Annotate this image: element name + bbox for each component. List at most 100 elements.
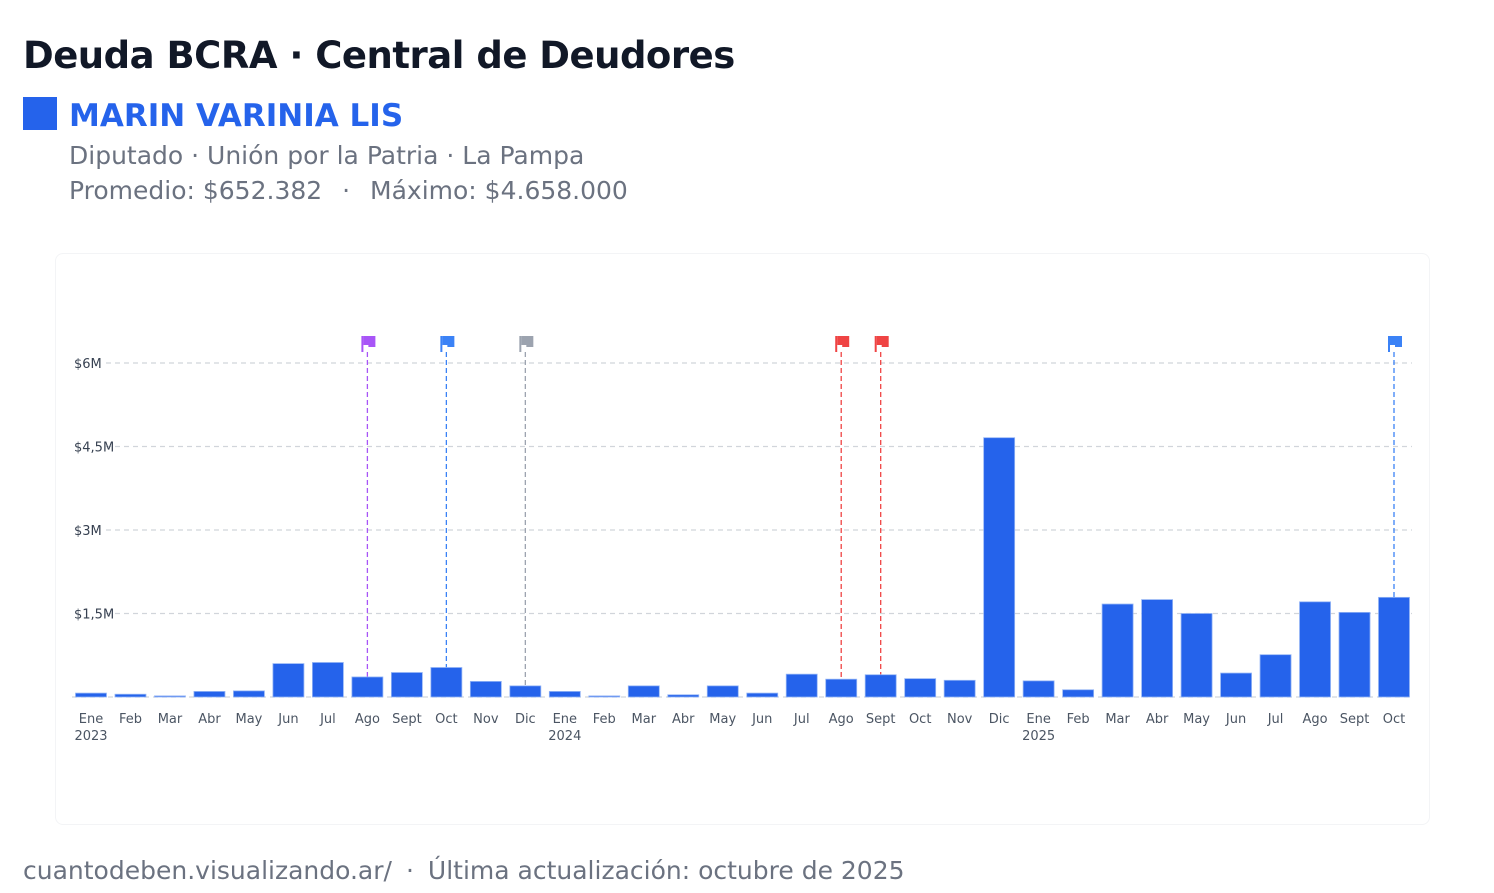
x-tick-year: 2025 bbox=[1022, 729, 1055, 744]
stats-line: Promedio: $652.382 · Máximo: $4.658.000 bbox=[69, 176, 628, 205]
stats-separator: · bbox=[342, 176, 351, 205]
x-tick-label: Oct bbox=[1383, 712, 1405, 727]
x-tick-label: Ago bbox=[1302, 712, 1327, 727]
marker-lines bbox=[366, 352, 1395, 697]
bar[interactable] bbox=[193, 691, 226, 698]
x-tick-label: Mar bbox=[1105, 712, 1130, 727]
x-tick-label: Abr bbox=[198, 712, 221, 727]
flag-icon[interactable] bbox=[519, 336, 534, 352]
bar[interactable] bbox=[351, 676, 384, 698]
role-line: Diputado · Unión por la Patria · La Pamp… bbox=[69, 141, 585, 170]
bar[interactable] bbox=[943, 679, 976, 698]
x-tick-label: Feb bbox=[119, 712, 142, 727]
x-tick-label: Mar bbox=[632, 712, 657, 727]
x-tick-year: 2023 bbox=[74, 729, 107, 744]
x-tick-label: Nov bbox=[473, 712, 499, 727]
bar[interactable] bbox=[627, 685, 660, 698]
bar[interactable] bbox=[548, 691, 581, 698]
bar[interactable] bbox=[75, 692, 107, 698]
x-tick-label: Jun bbox=[751, 712, 772, 727]
bar[interactable] bbox=[1022, 680, 1055, 698]
x-tick-label: Ene bbox=[79, 712, 103, 727]
x-tick-label: Nov bbox=[947, 712, 973, 727]
bar[interactable] bbox=[1180, 613, 1213, 698]
bar[interactable] bbox=[746, 692, 779, 698]
y-tick-label: $3M bbox=[74, 524, 102, 539]
bar[interactable] bbox=[430, 667, 463, 698]
bar[interactable] bbox=[588, 695, 621, 698]
page-title: Deuda BCRA · Central de Deudores bbox=[23, 34, 735, 77]
x-tick-label: Oct bbox=[909, 712, 931, 727]
average-stat: Promedio: $652.382 bbox=[69, 176, 323, 205]
legend-swatch bbox=[23, 97, 57, 130]
x-tick-label: Ene bbox=[553, 712, 577, 727]
bar[interactable] bbox=[272, 663, 305, 698]
x-tick-label: Oct bbox=[435, 712, 457, 727]
bar[interactable] bbox=[785, 673, 818, 698]
x-tick-label: Ago bbox=[355, 712, 380, 727]
x-tick-label: Abr bbox=[1146, 712, 1169, 727]
bars bbox=[75, 437, 1410, 698]
x-tick-label: Dic bbox=[989, 712, 1010, 727]
x-tick-label: Ago bbox=[829, 712, 854, 727]
site-link[interactable]: cuantodeben.visualizando.ar/ bbox=[23, 856, 392, 885]
bar[interactable] bbox=[114, 693, 147, 698]
flag-icon[interactable] bbox=[874, 336, 889, 352]
bar[interactable] bbox=[233, 690, 265, 698]
x-tick-label: Jul bbox=[319, 712, 336, 727]
bar[interactable] bbox=[1299, 601, 1331, 698]
bar[interactable] bbox=[825, 678, 858, 698]
y-tick-label: $6M bbox=[74, 357, 102, 372]
x-tick-label: Jul bbox=[793, 712, 810, 727]
x-tick-label: Feb bbox=[593, 712, 616, 727]
x-tick-label: Sept bbox=[1340, 712, 1370, 727]
x-tick-label: Jul bbox=[1267, 712, 1284, 727]
x-tick-label: Ene bbox=[1026, 712, 1050, 727]
x-tick-year: 2024 bbox=[548, 729, 581, 744]
x-tick-label: Abr bbox=[672, 712, 695, 727]
marker-flags bbox=[361, 336, 1402, 352]
y-axis: $1,5M $3M $4,5M $6M bbox=[74, 357, 114, 623]
bar[interactable] bbox=[1338, 611, 1371, 698]
flag-icon[interactable] bbox=[361, 336, 376, 352]
footer: cuantodeben.visualizando.ar/ · Última actu… bbox=[23, 856, 905, 885]
x-tick-label: Sept bbox=[866, 712, 896, 727]
bar[interactable] bbox=[154, 695, 186, 698]
footer-separator: · bbox=[405, 856, 414, 885]
flag-icon[interactable] bbox=[835, 336, 850, 352]
bar[interactable] bbox=[1378, 596, 1410, 698]
bar[interactable] bbox=[312, 662, 344, 698]
x-tick-label: Feb bbox=[1067, 712, 1090, 727]
x-tick-label: Jun bbox=[277, 712, 298, 727]
x-tick-label: Dic bbox=[515, 712, 536, 727]
bar[interactable] bbox=[1062, 689, 1095, 698]
y-tick-label: $1,5M bbox=[74, 608, 114, 623]
x-tick-label: Sept bbox=[392, 712, 422, 727]
bar[interactable] bbox=[1141, 599, 1173, 698]
bar[interactable] bbox=[864, 674, 897, 698]
x-axis: Ene 2023 Feb Mar Abr May Jun Jul Ago Sept Oct Nov Di… bbox=[74, 712, 1405, 744]
bar[interactable] bbox=[1220, 672, 1252, 698]
bar[interactable] bbox=[983, 437, 1016, 698]
bar[interactable] bbox=[1101, 603, 1134, 698]
flag-icon[interactable] bbox=[1388, 336, 1402, 352]
flag-icon[interactable] bbox=[440, 336, 455, 352]
x-tick-label: Mar bbox=[158, 712, 183, 727]
bar[interactable] bbox=[469, 681, 502, 698]
person-name: MARIN VARINIA LIS bbox=[69, 98, 404, 134]
y-tick-label: $4,5M bbox=[74, 441, 114, 456]
x-tick-label: May bbox=[1183, 712, 1210, 727]
x-tick-label: May bbox=[235, 712, 262, 727]
x-tick-label: Jun bbox=[1225, 712, 1246, 727]
bar[interactable] bbox=[390, 672, 423, 698]
bar[interactable] bbox=[706, 685, 739, 698]
chart-card bbox=[55, 253, 1430, 825]
bar[interactable] bbox=[904, 678, 937, 698]
bar[interactable] bbox=[509, 685, 542, 698]
bar[interactable] bbox=[1259, 654, 1292, 698]
bar[interactable] bbox=[667, 694, 700, 698]
max-stat: Máximo: $4.658.000 bbox=[370, 176, 628, 205]
x-tick-label: May bbox=[709, 712, 736, 727]
last-updated: Última actualización: octubre de 2025 bbox=[427, 856, 905, 885]
